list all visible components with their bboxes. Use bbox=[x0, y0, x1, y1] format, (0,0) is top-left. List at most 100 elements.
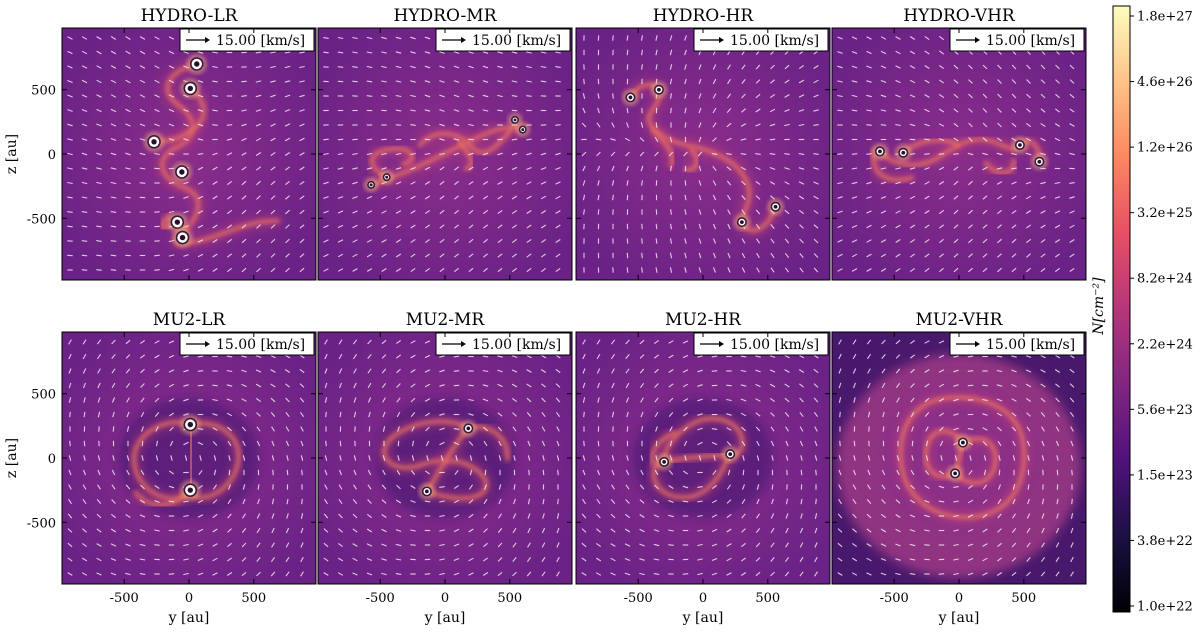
x-tick-label: 0 bbox=[955, 591, 963, 606]
x-axis-label: y [au] bbox=[682, 610, 724, 626]
colorbar-tick-label: 2.2e+24 bbox=[1137, 337, 1193, 352]
density-map bbox=[576, 28, 830, 280]
x-axis-label: y [au] bbox=[168, 610, 210, 626]
x-tick-label: -500 bbox=[880, 591, 909, 606]
panel-title: HYDRO-HR bbox=[653, 6, 755, 26]
velocity-key: 15.00 [km/s] bbox=[949, 28, 1085, 52]
gas-filament bbox=[160, 62, 280, 245]
gas-filament bbox=[953, 437, 998, 485]
key-label: 15.00 [km/s] bbox=[986, 337, 1075, 353]
colorbar-tick-label: 4.6e+26 bbox=[1137, 75, 1193, 90]
velocity-key: 15.00 [km/s] bbox=[179, 332, 315, 356]
colorbar-tick-label: 3.2e+25 bbox=[1137, 206, 1193, 221]
y-axis-label: z [au] bbox=[4, 438, 20, 478]
gas-filament bbox=[382, 419, 488, 500]
colorbar-gradient bbox=[1112, 5, 1131, 613]
velocity-vectors bbox=[323, 339, 561, 577]
y-tick-label: -500 bbox=[27, 516, 56, 531]
gas-filament bbox=[456, 139, 474, 171]
key-label: 15.00 [km/s] bbox=[216, 33, 305, 49]
x-tick-label: 500 bbox=[241, 591, 266, 606]
panel-title: MU2-MR bbox=[406, 310, 486, 330]
panel-title: MU2-VHR bbox=[916, 310, 1004, 330]
colorbar-tick-label: 1.8e+27 bbox=[1137, 10, 1193, 25]
key-label: 15.00 [km/s] bbox=[730, 337, 819, 353]
y-tick-label: 0 bbox=[48, 148, 56, 163]
x-tick-label: 0 bbox=[441, 591, 449, 606]
x-axis-label: y [au] bbox=[424, 610, 466, 626]
velocity-key: 15.00 [km/s] bbox=[693, 28, 829, 52]
velocity-key: 15.00 [km/s] bbox=[179, 28, 315, 52]
panel-title: HYDRO-LR bbox=[141, 6, 239, 26]
y-tick-label: 0 bbox=[48, 452, 56, 467]
colorbar-tick-label: 5.6e+23 bbox=[1137, 403, 1193, 418]
density-background bbox=[576, 28, 830, 280]
gas-filament bbox=[878, 137, 1042, 167]
panel-mu2-vhr: 15.00 [km/s] MU2-VHR bbox=[831, 310, 1087, 585]
colorbar-label: N[cm⁻²] bbox=[1091, 277, 1107, 336]
colorbar-tick-label: 3.8e+22 bbox=[1137, 534, 1193, 549]
axis-labels: 500 0 -500 z [au] 500 0 -500 z [au] -500 0 500 y [a… bbox=[4, 84, 1036, 626]
velocity-vectors bbox=[581, 339, 819, 577]
colorbar-tick-label: 8.2e+24 bbox=[1137, 272, 1193, 287]
colorbar-tick-label: 1.2e+26 bbox=[1137, 141, 1193, 156]
colorbar-tick-label: 1.5e+23 bbox=[1137, 468, 1193, 483]
key-label: 15.00 [km/s] bbox=[472, 33, 561, 49]
key-label: 15.00 [km/s] bbox=[216, 337, 305, 353]
panel-mu2-mr: 15.00 [km/s] MU2-MR bbox=[317, 310, 573, 585]
x-tick-label: 500 bbox=[755, 591, 780, 606]
key-label: 15.00 [km/s] bbox=[472, 337, 561, 353]
panel-mu2-lr: 15.00 [km/s] MU2-LR bbox=[61, 310, 317, 585]
velocity-vectors bbox=[581, 35, 819, 273]
density-map bbox=[832, 332, 1086, 584]
key-label: 15.00 [km/s] bbox=[986, 33, 1075, 49]
gas-filament bbox=[683, 147, 699, 172]
gas-filament bbox=[650, 430, 678, 467]
velocity-key: 15.00 [km/s] bbox=[693, 332, 829, 356]
density-map bbox=[62, 28, 316, 280]
x-tick-label: -500 bbox=[624, 591, 653, 606]
key-label: 15.00 [km/s] bbox=[730, 33, 819, 49]
velocity-key: 15.00 [km/s] bbox=[435, 332, 571, 356]
colorbar: 1.8e+27 4.6e+26 1.2e+26 3.2e+25 8.2e+24 2.2e+… bbox=[1091, 5, 1193, 615]
velocity-vectors bbox=[67, 339, 305, 577]
x-tick-label: -500 bbox=[110, 591, 139, 606]
x-tick-label: 0 bbox=[185, 591, 193, 606]
gas-filament bbox=[153, 87, 206, 144]
panel-title: MU2-HR bbox=[665, 310, 742, 330]
gas-filament bbox=[899, 395, 1026, 519]
gas-filament bbox=[370, 147, 414, 179]
x-tick-label: -500 bbox=[366, 591, 395, 606]
panel-title: HYDRO-VHR bbox=[903, 6, 1016, 26]
x-axis-label: y [au] bbox=[938, 610, 980, 626]
velocity-key: 15.00 [km/s] bbox=[949, 332, 1085, 356]
density-map bbox=[832, 28, 1086, 280]
x-tick-label: 500 bbox=[497, 591, 522, 606]
density-map bbox=[318, 332, 572, 584]
y-tick-label: -500 bbox=[27, 212, 56, 227]
velocity-vectors bbox=[837, 35, 1075, 273]
panel-mu2-hr: 15.00 [km/s] MU2-HR bbox=[575, 310, 831, 585]
panel-title: MU2-LR bbox=[153, 310, 227, 330]
velocity-vectors bbox=[837, 339, 1075, 577]
panel-hydro-lr: 15.00 [km/s] HYDRO-LR bbox=[61, 6, 317, 281]
y-tick-label: 500 bbox=[31, 388, 56, 403]
gas-filament bbox=[924, 429, 965, 478]
colorbar-tick-label: 1.0e+22 bbox=[1137, 600, 1193, 615]
panel-hydro-hr: 15.00 [km/s] HYDRO-HR bbox=[575, 6, 831, 281]
gas-filament bbox=[417, 127, 514, 155]
density-map bbox=[576, 332, 830, 584]
density-map bbox=[62, 332, 316, 584]
panel-grid: 15.00 [km/s] HYDRO-LR 15.00 [km/s] HYDRO-MR… bbox=[61, 6, 1087, 585]
panel-hydro-mr: 15.00 [km/s] HYDRO-MR bbox=[317, 6, 573, 281]
gas-filament bbox=[983, 158, 1016, 175]
velocity-key: 15.00 [km/s] bbox=[435, 28, 571, 52]
x-tick-label: 0 bbox=[699, 591, 707, 606]
gas-filament bbox=[650, 127, 674, 168]
y-axis-label: z [au] bbox=[4, 134, 20, 174]
x-tick-label: 500 bbox=[1011, 591, 1036, 606]
density-map bbox=[318, 28, 572, 280]
panel-title: HYDRO-MR bbox=[394, 6, 498, 26]
panel-hydro-vhr: 15.00 [km/s] HYDRO-VHR bbox=[831, 6, 1087, 281]
